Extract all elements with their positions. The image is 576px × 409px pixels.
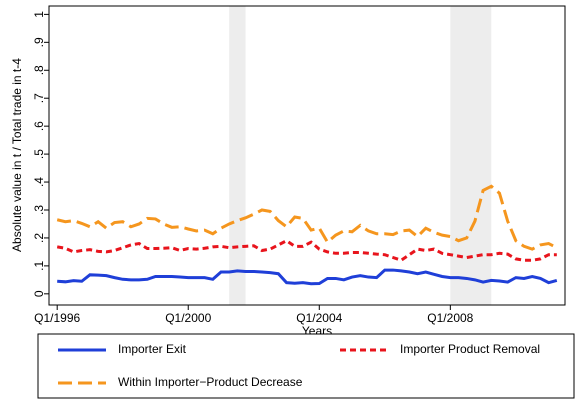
y-axis-title: Absolute value in t / Total trade in t-4 <box>10 58 24 252</box>
legend-label: Within Importer−Product Decrease <box>118 375 303 389</box>
plot-frame <box>48 5 566 306</box>
series-line <box>56 238 557 262</box>
y-tick-label: .2 <box>32 233 46 243</box>
y-tick-label: 0 <box>32 290 46 297</box>
x-tick-label: Q1/1996 <box>34 311 80 325</box>
y-tick-label: .6 <box>32 121 46 131</box>
y-tick-label: .8 <box>32 65 46 75</box>
y-tick-label: .3 <box>32 205 46 215</box>
y-tick-label: 1 <box>32 11 46 18</box>
series-line <box>57 268 558 286</box>
y-tick-label: .5 <box>32 149 46 159</box>
series-line <box>56 184 558 251</box>
shaded-period <box>229 6 246 305</box>
y-tick-label: .4 <box>32 177 46 187</box>
legend-label: Importer Product Removal <box>400 342 540 356</box>
x-tick-label: Q1/2004 <box>296 311 342 325</box>
x-tick-label: Q1/2008 <box>427 311 473 325</box>
y-tick-label: .1 <box>32 261 46 271</box>
legend-label: Importer Exit <box>118 342 187 356</box>
y-tick-label: .7 <box>32 93 46 103</box>
legend-box <box>37 333 575 399</box>
x-tick-label: Q1/2000 <box>165 311 211 325</box>
shaded-period <box>450 6 492 305</box>
y-tick-label: .9 <box>32 37 46 47</box>
